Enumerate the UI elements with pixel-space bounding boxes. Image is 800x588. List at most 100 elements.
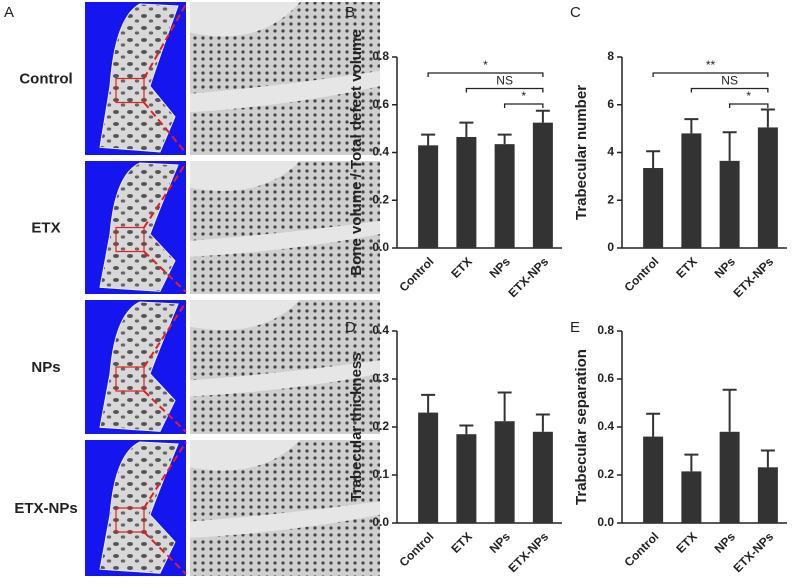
bar (719, 431, 740, 523)
error-bar (535, 413, 550, 432)
error-bar (421, 393, 436, 413)
y-tick-label: 0.0 (372, 515, 389, 529)
row-label: ETX-NPs (14, 500, 77, 517)
bar (757, 467, 778, 523)
zoom-line (143, 441, 187, 509)
y-tick-label: 0.2 (372, 419, 389, 433)
y-tick-label: 0.4 (597, 419, 614, 433)
bar (643, 168, 664, 248)
cortex (190, 300, 380, 397)
bar (418, 145, 439, 248)
bar (418, 412, 439, 523)
zoom-line (143, 250, 187, 293)
bar (532, 122, 553, 248)
x-tick-label: ETX (448, 529, 474, 555)
x-tick-label: ETX (448, 254, 474, 280)
y-tick-label: 0.0 (372, 240, 389, 254)
zoom-box (115, 366, 145, 392)
y-tick-label: 6 (607, 97, 614, 111)
row-label: Control (19, 71, 72, 88)
zoom-line (143, 301, 187, 368)
significance-label: * (521, 89, 526, 103)
cortex (190, 440, 380, 538)
zoom-line (143, 390, 187, 433)
bar (494, 144, 515, 248)
y-tick-label: 0.8 (372, 49, 389, 63)
cortex (190, 161, 380, 257)
significance-label: * (483, 58, 488, 72)
panel-label: C (570, 4, 581, 21)
error-bar (535, 109, 550, 123)
error-bar (421, 133, 436, 146)
bar (532, 431, 553, 523)
error-bar (684, 118, 699, 134)
y-axis-title: Trabecular thickness (348, 352, 365, 501)
error-bar (646, 412, 661, 437)
significance-label: * (746, 89, 751, 103)
y-axis-title: Trabecular separation (573, 349, 590, 505)
y-tick-label: 0.1 (372, 467, 389, 481)
x-tick-label: ETX-NPs (505, 529, 551, 575)
y-tick-label: 0.2 (597, 467, 614, 481)
y-tick-label: 0.2 (372, 192, 389, 206)
x-tick-label: ETX (673, 529, 699, 555)
zoom-line (143, 162, 187, 229)
x-tick-label: Control (621, 254, 661, 294)
significance-bracket (465, 87, 544, 93)
significance-bracket (503, 103, 544, 108)
x-tick-label: NPs (487, 254, 514, 281)
y-tick-label: 0.0 (597, 515, 614, 529)
y-axis-title: Trabecular number (573, 85, 590, 220)
x-tick-label: NPs (712, 529, 739, 556)
row-label: NPs (31, 359, 60, 376)
significance-label: NS (496, 74, 513, 88)
significance-bracket (427, 72, 544, 77)
x-tick-label: Control (396, 254, 436, 294)
x-tick-label: ETX-NPs (730, 254, 776, 300)
y-tick-label: 0.8 (597, 323, 614, 337)
y-tick-label: 2 (607, 192, 614, 206)
y-tick-label: 0 (607, 240, 614, 254)
error-bar (684, 453, 699, 472)
x-tick-label: Control (621, 529, 661, 569)
x-tick-label: Control (396, 529, 436, 569)
bar (719, 160, 740, 248)
significance-label: NS (721, 74, 738, 88)
cortex (190, 2, 380, 113)
x-tick-label: ETX (673, 254, 699, 280)
bar (681, 471, 702, 523)
x-tick-label: ETX-NPs (730, 529, 776, 575)
zoom-box (115, 507, 145, 533)
bar (456, 434, 477, 523)
bar (456, 136, 477, 248)
error-bar (459, 424, 474, 435)
y-tick-label: 0.3 (372, 371, 389, 385)
zoom-box (115, 226, 145, 253)
y-tick-label: 0.4 (372, 323, 389, 337)
bar (757, 127, 778, 248)
panel-label: B (345, 4, 355, 21)
y-tick-label: 0.6 (372, 97, 389, 111)
panel-label: D (345, 319, 356, 336)
y-tick-label: 0.6 (597, 371, 614, 385)
zoom-box (115, 77, 145, 104)
panel-label: A (4, 4, 14, 21)
bar (643, 436, 664, 523)
error-bar (497, 391, 512, 422)
micro-ct-panel: A Control ETX NPs ETX-NPs (4, 2, 380, 576)
error-bar (646, 150, 661, 169)
error-bar (760, 108, 775, 128)
error-bar (722, 131, 737, 161)
y-tick-label: 4 (607, 145, 614, 159)
zoom-line (143, 3, 187, 79)
significance-bracket (652, 72, 769, 77)
panel-label: E (570, 319, 580, 336)
y-axis-title: Bone volume / Total defect volume (348, 29, 365, 275)
x-tick-label: NPs (712, 254, 739, 281)
x-tick-label: NPs (487, 529, 514, 556)
bar (494, 421, 515, 523)
zoom-line (143, 531, 187, 575)
bar (681, 133, 702, 248)
significance-label: ** (706, 58, 716, 72)
